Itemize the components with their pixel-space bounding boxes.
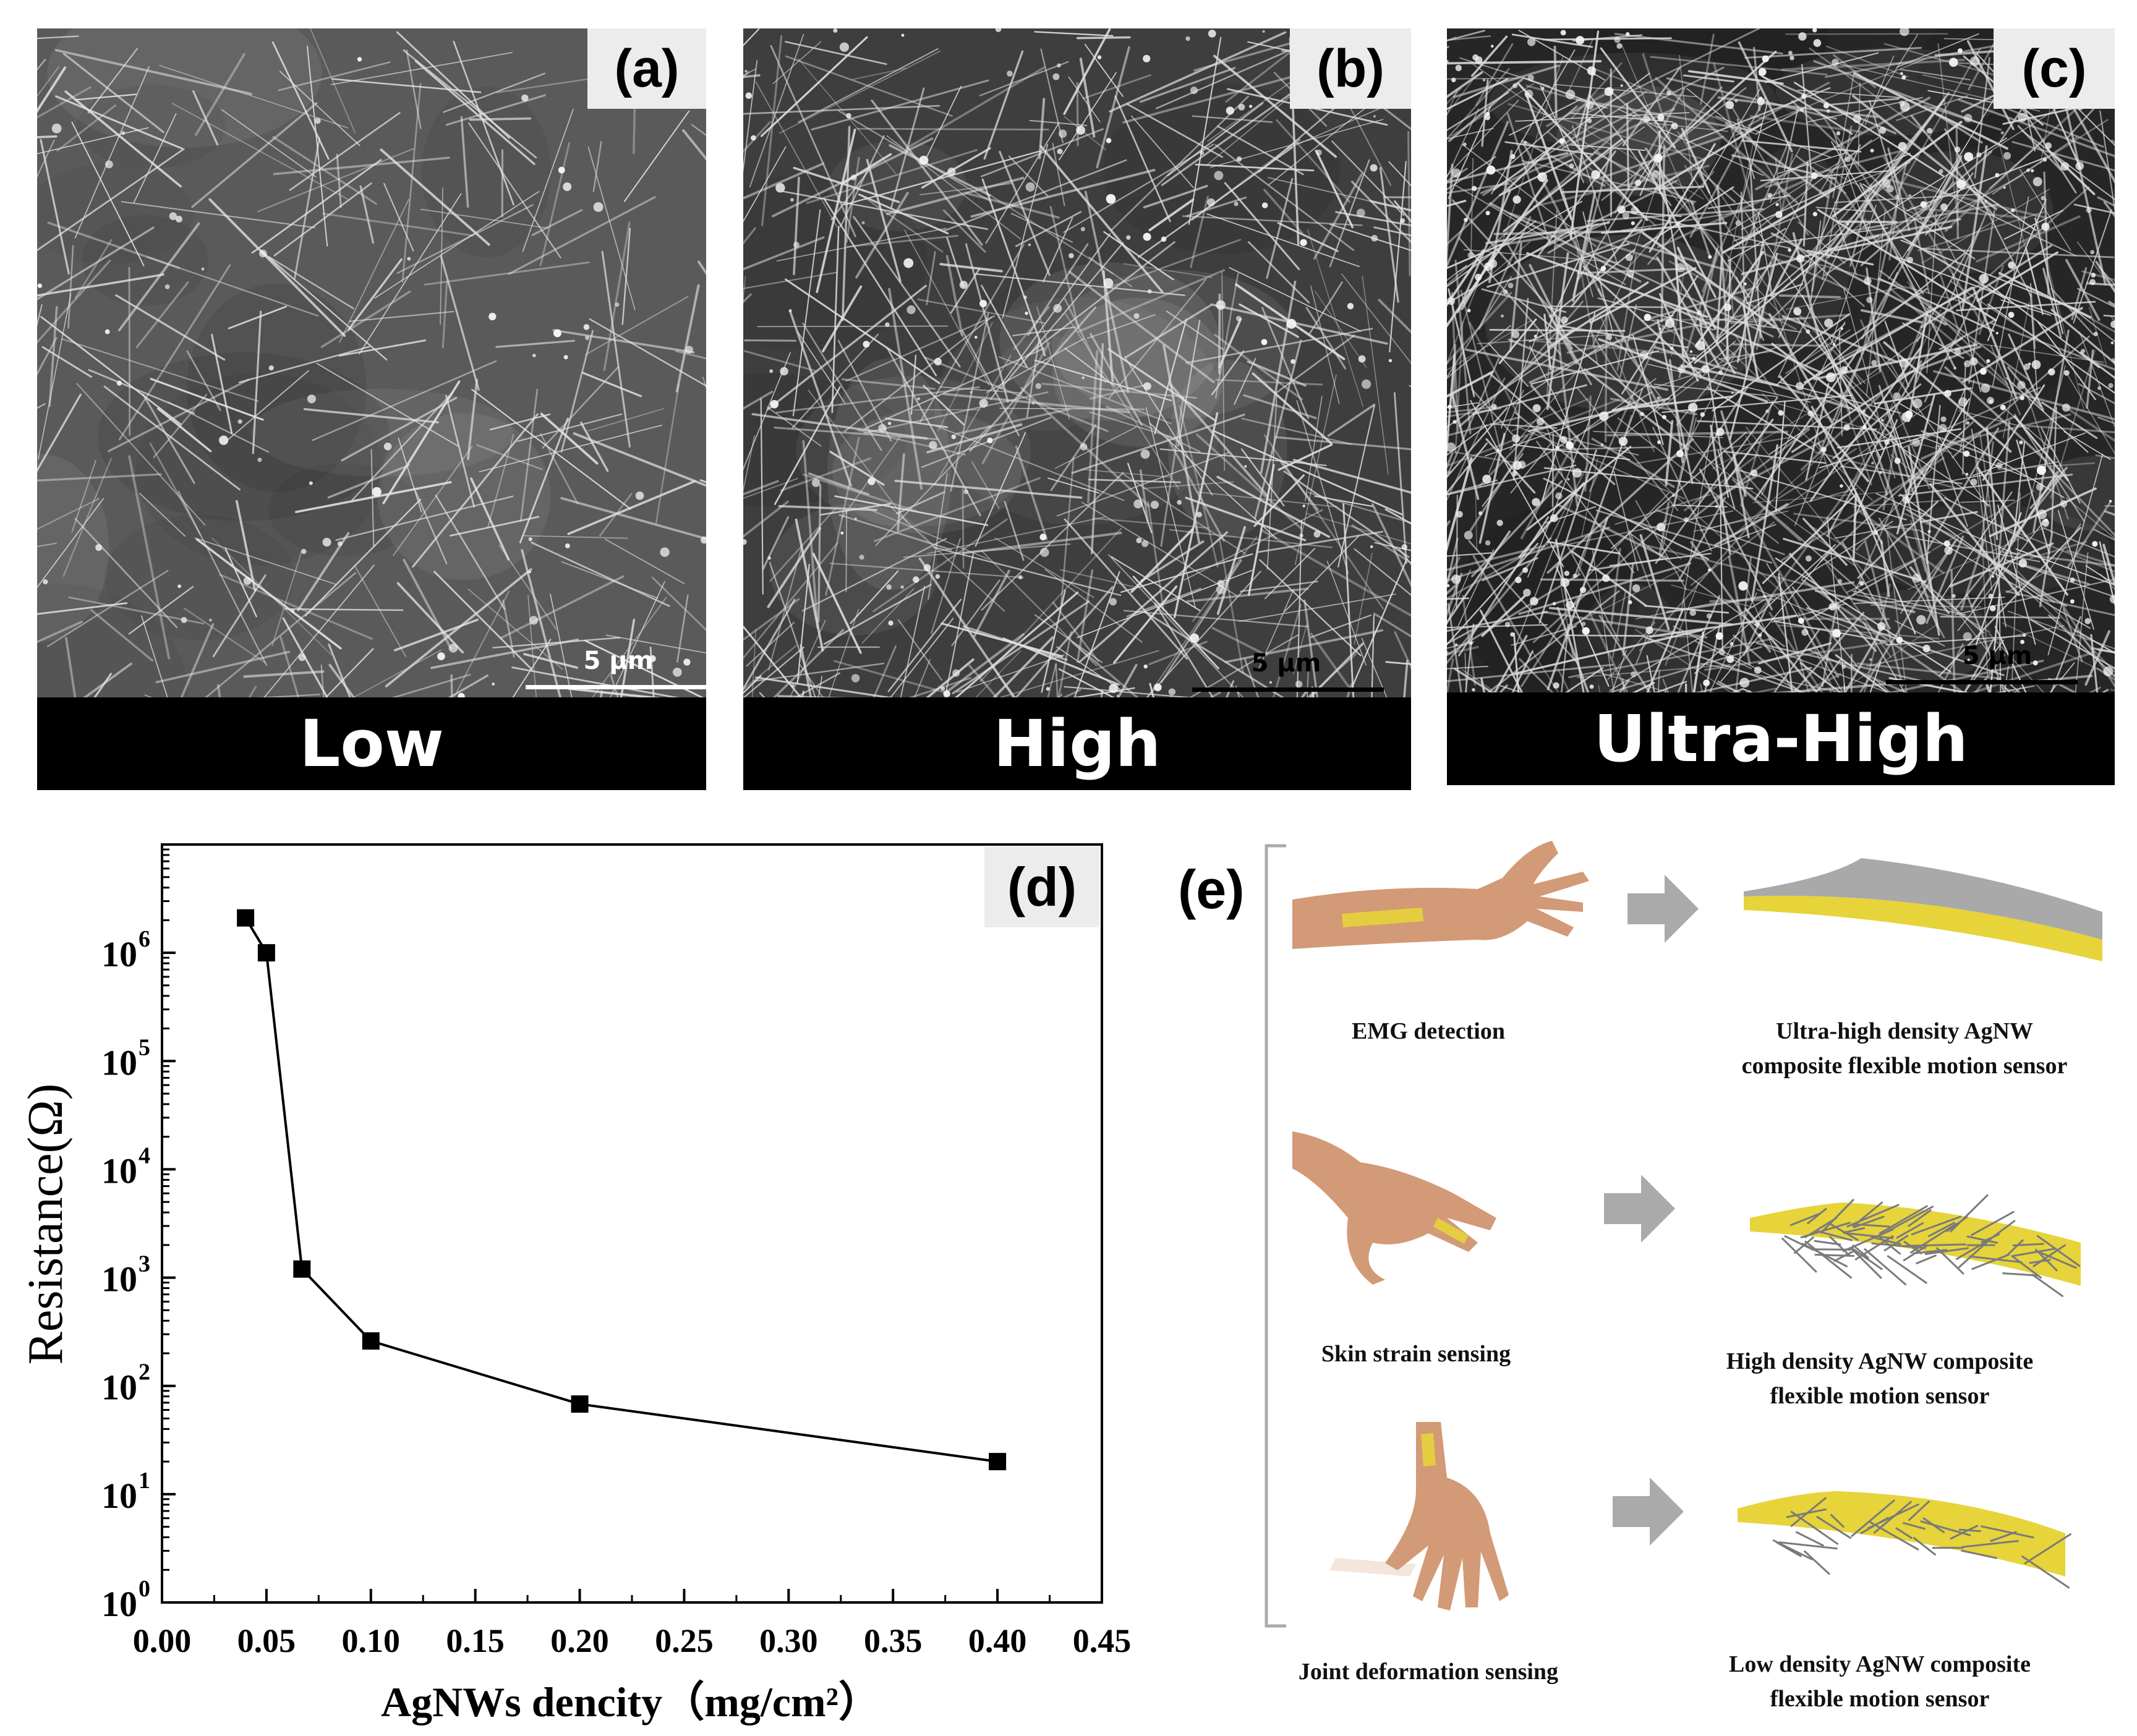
sensor-low-illustration — [1738, 1491, 2072, 1589]
sensor-label-line2: flexible motion sensor — [1770, 1383, 1990, 1409]
scale-bar — [1886, 680, 2078, 684]
application-label: Skin strain sensing — [1321, 1341, 1511, 1367]
panel-e-bracket — [1265, 844, 1286, 1628]
sensor-label-line1: Low density AgNW composite — [1728, 1651, 2031, 1677]
data-point — [571, 1395, 589, 1413]
x-tick-label: 0.40 — [968, 1622, 1027, 1659]
sensor-label-line2: composite flexible motion sensor — [1741, 1053, 2068, 1079]
y-tick-exponent: 3 — [139, 1251, 150, 1277]
scale-bar — [526, 685, 706, 689]
scale-bar-label: 5 μm — [1962, 642, 2032, 670]
x-tick-label: 0.10 — [342, 1622, 401, 1659]
hand-strain-illustration — [1292, 1131, 1496, 1285]
density-caption-high: High — [743, 697, 1411, 790]
y-tick-label: 10 — [101, 1151, 137, 1191]
y-tick-label: 10 — [101, 1259, 137, 1300]
density-caption-low: Low — [37, 697, 706, 790]
panel-tag-b: (b) — [1290, 28, 1411, 109]
panel-tag-e: (e) — [1178, 859, 1245, 920]
x-tick-label: 0.15 — [446, 1622, 505, 1659]
x-tick-label: 0.35 — [864, 1622, 923, 1659]
arrow-icon — [1604, 1175, 1675, 1243]
x-tick-label: 0.20 — [550, 1622, 609, 1659]
arm-emg-illustration — [1292, 841, 1589, 949]
y-tick-exponent: 5 — [139, 1034, 150, 1060]
x-tick-label: 0.30 — [759, 1622, 818, 1659]
resistance-vs-density-chart: (d) Resistance(Ω) AgNWs dencity（mg/cm²） … — [19, 843, 1132, 1725]
y-tick-label: 10 — [101, 1368, 137, 1408]
arrow-icon — [1613, 1478, 1684, 1546]
y-tick-exponent: 1 — [139, 1468, 150, 1494]
x-tick-label: 0.00 — [133, 1622, 192, 1659]
y-tick-exponent: 2 — [139, 1359, 150, 1385]
sensor-label-line1: High density AgNW composite — [1726, 1348, 2034, 1374]
x-tick-label: 0.45 — [1073, 1622, 1132, 1659]
y-tick-label: 10 — [101, 1584, 137, 1624]
sensor-label-line2: flexible motion sensor — [1770, 1686, 1990, 1712]
x-tick-label: 0.05 — [237, 1622, 296, 1659]
x-axis-label: AgNWs dencity（mg/cm²） — [381, 1679, 881, 1725]
panel-tag-a: (a) — [587, 28, 706, 109]
sensor-ultra-high-illustration — [1744, 858, 2102, 961]
sem-image-low: (a) 5 μm — [37, 28, 706, 697]
panel-tag-d-bg — [984, 847, 1099, 927]
nanowire-texture — [37, 28, 706, 697]
y-tick-exponent: 0 — [139, 1576, 150, 1602]
plot-frame — [161, 843, 1103, 1604]
application-label: Joint deformation sensing — [1298, 1659, 1559, 1685]
y-tick-label: 10 — [101, 1476, 137, 1516]
panel-tag-c: (c) — [1994, 28, 2115, 109]
nanowire-texture — [743, 28, 1411, 697]
panel-tag-d: (d) — [1007, 856, 1077, 917]
sensor-label-line1: Ultra-high density AgNW — [1776, 1018, 2033, 1044]
sensor-high-illustration — [1750, 1194, 2081, 1298]
scale-bar-label: 5 μm — [583, 647, 654, 675]
data-point — [257, 944, 275, 962]
series-line — [244, 917, 998, 1463]
data-point — [989, 1453, 1007, 1471]
density-caption-ultra-high: Ultra-High — [1447, 692, 2115, 785]
application-label: EMG detection — [1351, 1018, 1505, 1044]
data-point — [362, 1332, 380, 1350]
y-tick-label: 10 — [101, 934, 137, 974]
sem-image-ultra-high: (c) 5 μm — [1447, 28, 2115, 692]
y-tick-exponent: 4 — [139, 1142, 150, 1168]
scale-bar-label: 5 μm — [1251, 649, 1321, 678]
nanowire-texture — [1447, 28, 2115, 692]
hand-joint-illustration — [1329, 1422, 1509, 1610]
x-tick-label: 0.25 — [655, 1622, 714, 1659]
y-axis-label: Resistance(Ω) — [19, 1084, 73, 1365]
data-point — [237, 909, 255, 927]
arrow-icon — [1627, 875, 1699, 943]
y-tick-label: 10 — [101, 1042, 137, 1083]
sem-image-high: (b) 5 μm — [743, 28, 1411, 697]
data-point — [293, 1260, 311, 1278]
scale-bar — [1192, 687, 1384, 692]
y-tick-exponent: 6 — [139, 926, 150, 952]
